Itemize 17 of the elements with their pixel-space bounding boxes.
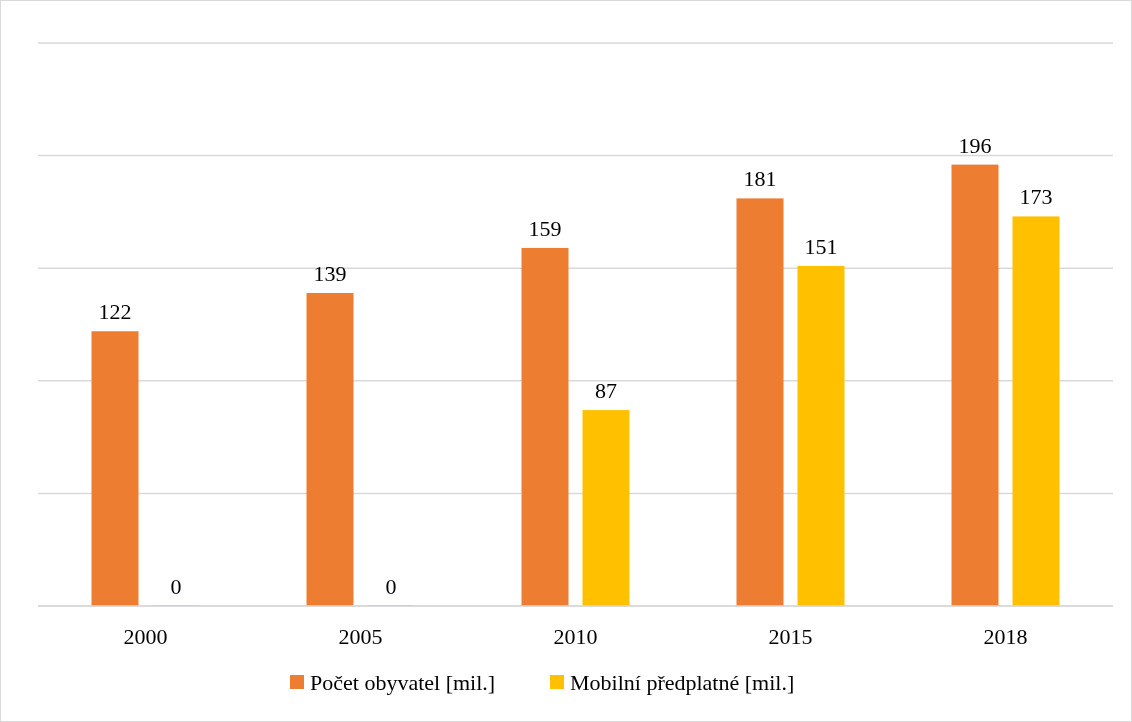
x-tick-label: 2015 bbox=[768, 624, 813, 649]
data-label: 151 bbox=[804, 233, 838, 259]
x-tick-label: 2018 bbox=[983, 624, 1028, 649]
x-tick-label: 2005 bbox=[338, 624, 383, 649]
data-label: 139 bbox=[313, 260, 347, 286]
x-tick-label: 2000 bbox=[123, 624, 168, 649]
legend-label: Počet obyvatel [mil.] bbox=[310, 670, 496, 695]
x-tick-label: 2010 bbox=[553, 624, 598, 649]
data-label: 196 bbox=[958, 132, 992, 158]
legend-label: Mobilní předplatné [mil.] bbox=[570, 670, 795, 695]
data-label: 0 bbox=[385, 574, 397, 599]
data-label: 122 bbox=[98, 299, 132, 325]
data-label: 181 bbox=[743, 166, 777, 192]
data-label: 159 bbox=[528, 215, 562, 241]
data-label: 173 bbox=[1019, 184, 1053, 210]
data-label: 87 bbox=[595, 378, 617, 404]
data-label: 0 bbox=[170, 574, 182, 599]
